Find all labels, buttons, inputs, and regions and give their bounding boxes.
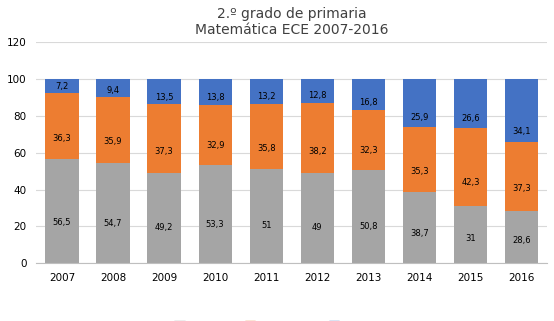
Text: 42,3: 42,3 xyxy=(461,178,480,187)
Text: 56,5: 56,5 xyxy=(53,218,71,227)
Bar xyxy=(301,79,334,103)
Text: 51: 51 xyxy=(261,221,271,230)
Text: 54,7: 54,7 xyxy=(104,219,122,228)
Text: 35,3: 35,3 xyxy=(410,167,429,176)
Text: 31: 31 xyxy=(465,234,476,243)
Text: 9,4: 9,4 xyxy=(106,86,120,95)
Text: 13,8: 13,8 xyxy=(206,93,224,102)
Bar xyxy=(403,192,436,263)
Text: 35,9: 35,9 xyxy=(104,137,122,146)
Bar xyxy=(147,79,181,104)
Bar xyxy=(505,79,538,142)
Bar xyxy=(147,104,181,173)
Bar xyxy=(505,142,538,211)
Text: 16,8: 16,8 xyxy=(359,98,378,107)
Bar xyxy=(198,165,232,263)
Text: 49: 49 xyxy=(312,223,322,232)
Text: 50,8: 50,8 xyxy=(359,221,378,230)
Text: 53,3: 53,3 xyxy=(206,220,224,229)
Bar xyxy=(454,128,487,206)
Text: 32,3: 32,3 xyxy=(359,146,378,155)
Bar xyxy=(505,211,538,263)
Text: 7,2: 7,2 xyxy=(55,82,69,91)
Text: 35,8: 35,8 xyxy=(257,144,275,153)
Bar xyxy=(96,79,130,97)
Text: 26,6: 26,6 xyxy=(461,115,480,124)
Bar xyxy=(352,170,385,263)
Text: 13,5: 13,5 xyxy=(155,93,173,102)
Bar xyxy=(301,103,334,173)
Bar xyxy=(96,163,130,263)
Text: 25,9: 25,9 xyxy=(410,113,429,122)
Text: 28,6: 28,6 xyxy=(512,236,531,245)
Bar xyxy=(250,104,283,169)
Bar xyxy=(301,173,334,263)
Bar xyxy=(198,105,232,165)
Text: 38,7: 38,7 xyxy=(410,229,429,238)
Bar xyxy=(403,80,436,127)
Bar xyxy=(250,79,283,104)
Text: 32,9: 32,9 xyxy=(206,141,224,150)
Text: 38,2: 38,2 xyxy=(308,146,326,155)
Text: 49,2: 49,2 xyxy=(155,222,173,231)
Bar xyxy=(198,79,232,105)
Legend: Em inicio, Em proceso, Satisfactorio: Em inicio, Em proceso, Satisfactorio xyxy=(170,317,413,321)
Bar xyxy=(352,80,385,110)
Bar xyxy=(96,97,130,163)
Text: 12,8: 12,8 xyxy=(308,91,326,100)
Bar xyxy=(250,169,283,263)
Bar xyxy=(45,79,79,92)
Bar xyxy=(352,110,385,170)
Bar xyxy=(147,173,181,263)
Text: 13,2: 13,2 xyxy=(257,92,275,101)
Text: 37,3: 37,3 xyxy=(155,147,173,156)
Text: 36,3: 36,3 xyxy=(53,134,71,143)
Bar xyxy=(403,127,436,192)
Bar xyxy=(45,92,79,159)
Text: 34,1: 34,1 xyxy=(512,127,531,136)
Bar xyxy=(45,159,79,263)
Bar xyxy=(454,206,487,263)
Title: 2.º grado de primaria
Matemática ECE 2007-2016: 2.º grado de primaria Matemática ECE 200… xyxy=(195,7,388,37)
Bar xyxy=(454,80,487,128)
Text: 37,3: 37,3 xyxy=(512,185,531,194)
